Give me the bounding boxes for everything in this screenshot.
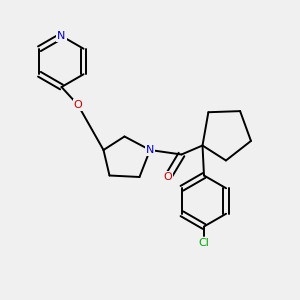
- Text: Cl: Cl: [199, 238, 209, 248]
- Text: N: N: [57, 31, 66, 41]
- Text: O: O: [164, 172, 172, 182]
- Text: N: N: [146, 145, 154, 155]
- Text: O: O: [74, 100, 82, 110]
